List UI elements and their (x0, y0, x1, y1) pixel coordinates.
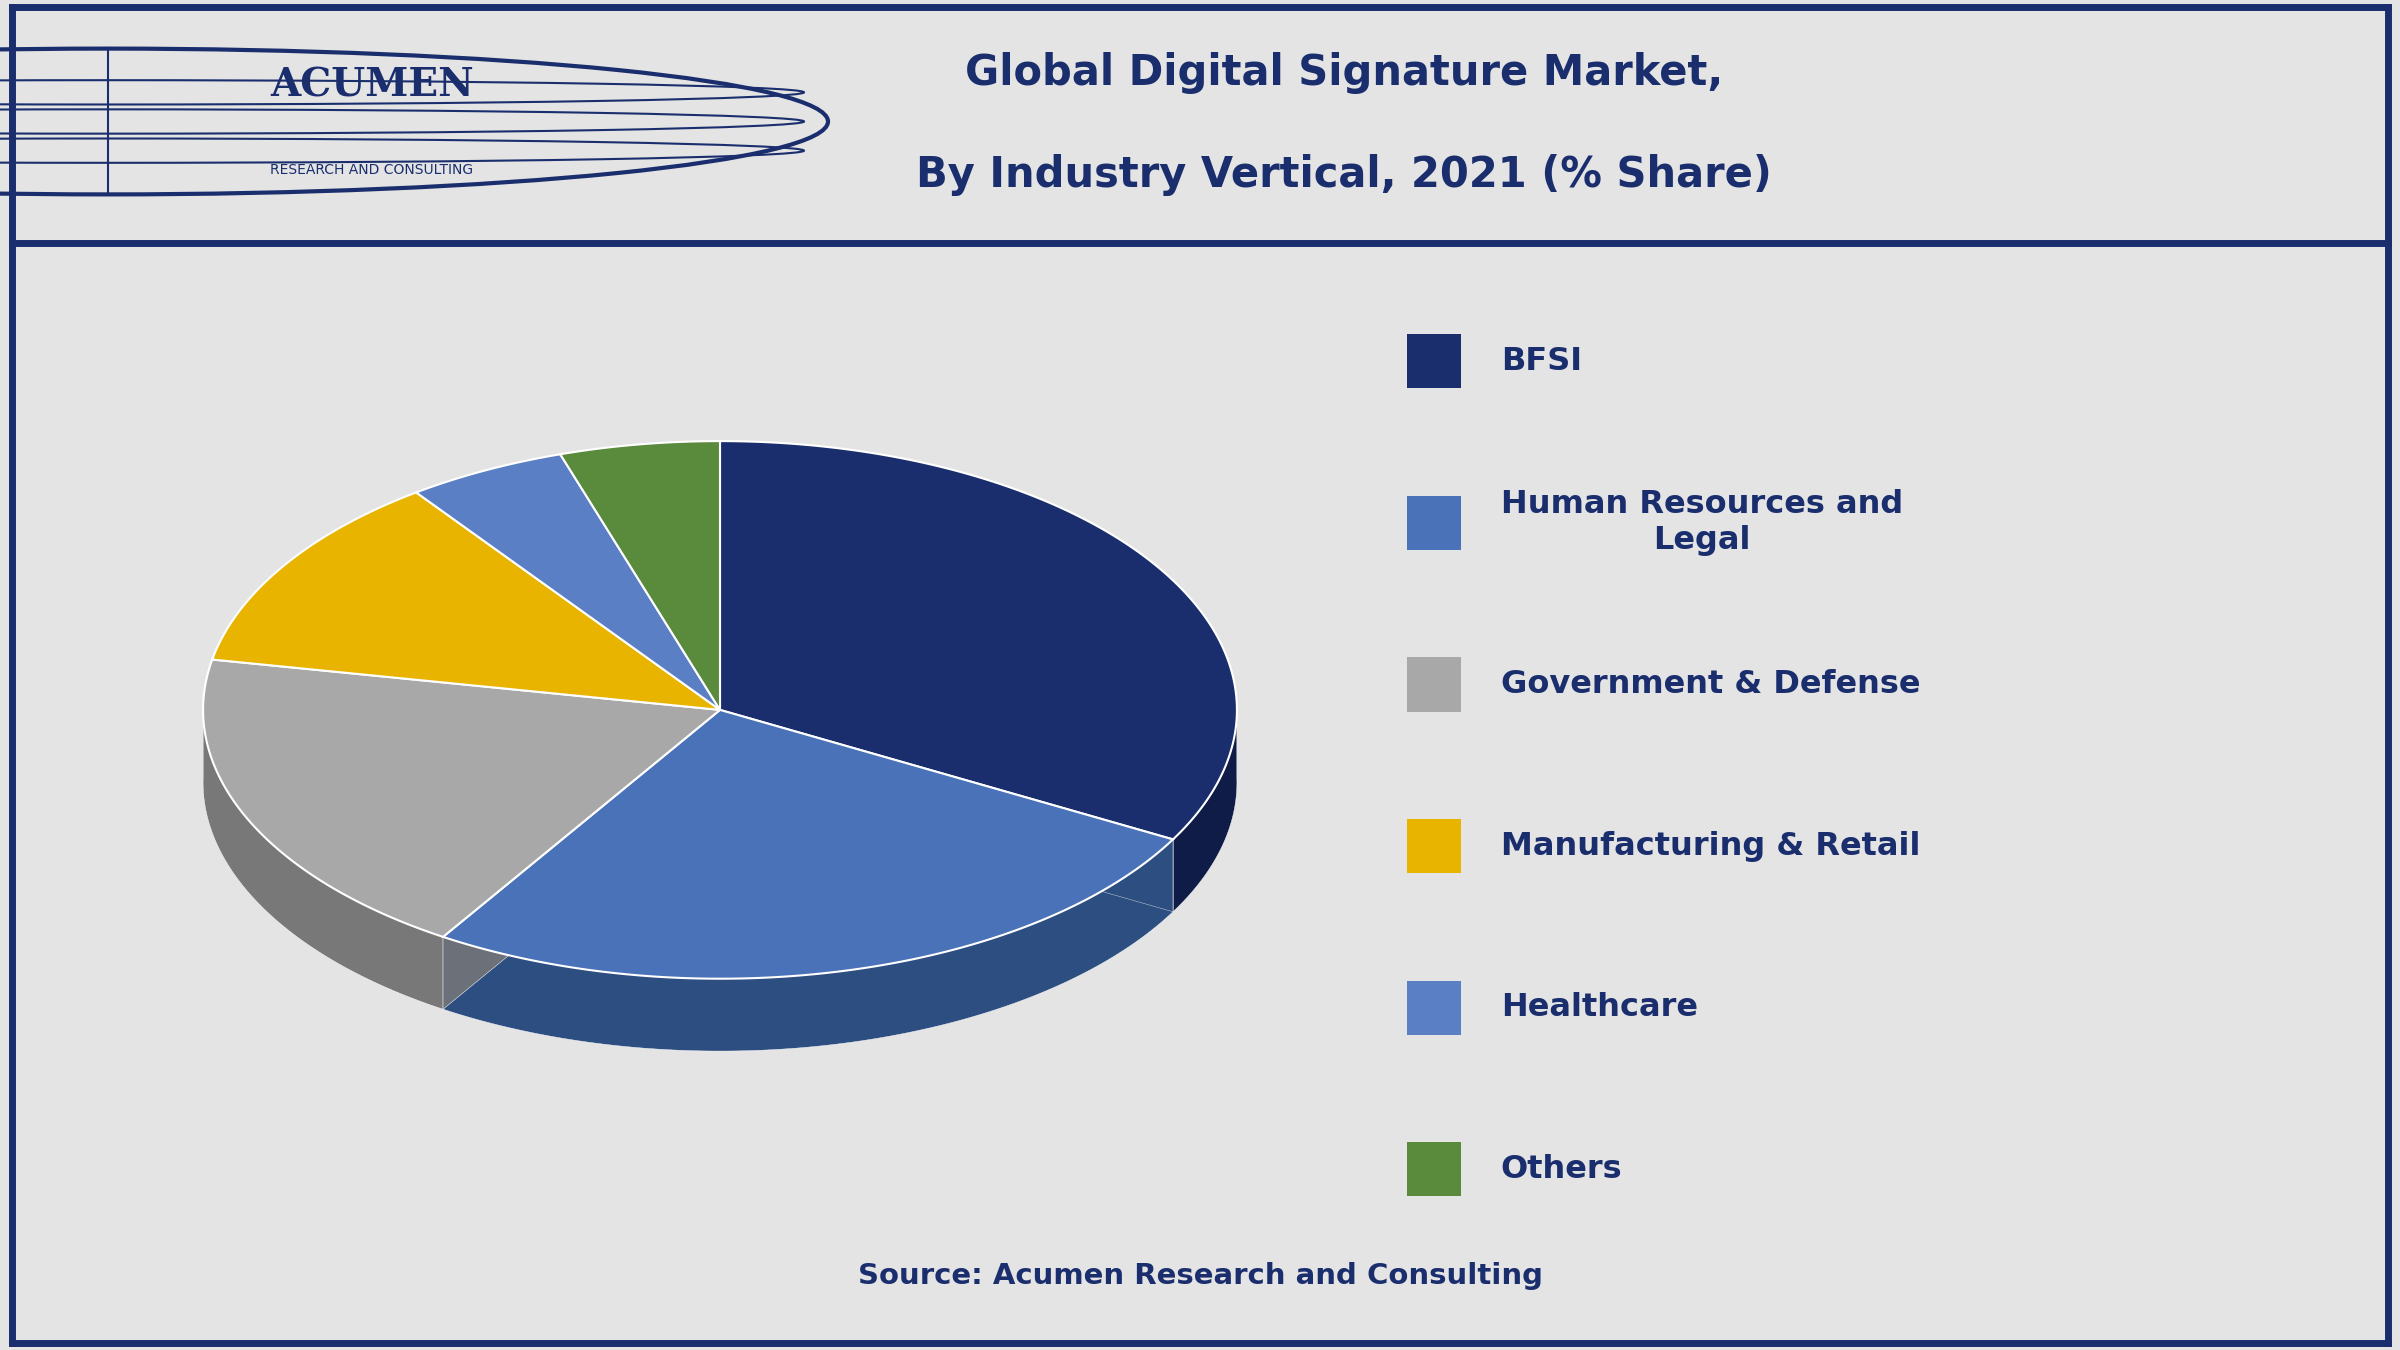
Polygon shape (444, 840, 1174, 1052)
Polygon shape (559, 441, 720, 710)
Text: Global Digital Signature Market,: Global Digital Signature Market, (965, 51, 1723, 94)
FancyBboxPatch shape (1406, 1142, 1462, 1196)
Text: Manufacturing & Retail: Manufacturing & Retail (1500, 830, 1920, 861)
Text: RESEARCH AND CONSULTING: RESEARCH AND CONSULTING (271, 163, 473, 177)
Text: Healthcare: Healthcare (1500, 992, 1697, 1023)
FancyBboxPatch shape (1406, 980, 1462, 1035)
Text: Human Resources and
Legal: Human Resources and Legal (1500, 490, 1903, 556)
Polygon shape (720, 710, 1174, 911)
FancyBboxPatch shape (1406, 657, 1462, 711)
Polygon shape (444, 710, 1174, 979)
Polygon shape (720, 441, 1236, 840)
Polygon shape (720, 710, 1174, 911)
Polygon shape (444, 710, 720, 1010)
Polygon shape (204, 706, 444, 1010)
Polygon shape (1174, 705, 1236, 911)
Polygon shape (211, 493, 720, 710)
FancyBboxPatch shape (1406, 819, 1462, 873)
Polygon shape (204, 660, 720, 937)
Text: Government & Defense: Government & Defense (1500, 670, 1920, 701)
Text: By Industry Vertical, 2021 (% Share): By Industry Vertical, 2021 (% Share) (917, 154, 1771, 196)
FancyBboxPatch shape (1406, 495, 1462, 549)
Polygon shape (415, 454, 720, 710)
Text: BFSI: BFSI (1500, 346, 1582, 377)
Polygon shape (444, 710, 720, 1010)
Text: ACUMEN: ACUMEN (271, 66, 473, 104)
FancyBboxPatch shape (1406, 335, 1462, 389)
Text: Source: Acumen Research and Consulting: Source: Acumen Research and Consulting (857, 1262, 1543, 1289)
Text: Others: Others (1500, 1154, 1622, 1185)
